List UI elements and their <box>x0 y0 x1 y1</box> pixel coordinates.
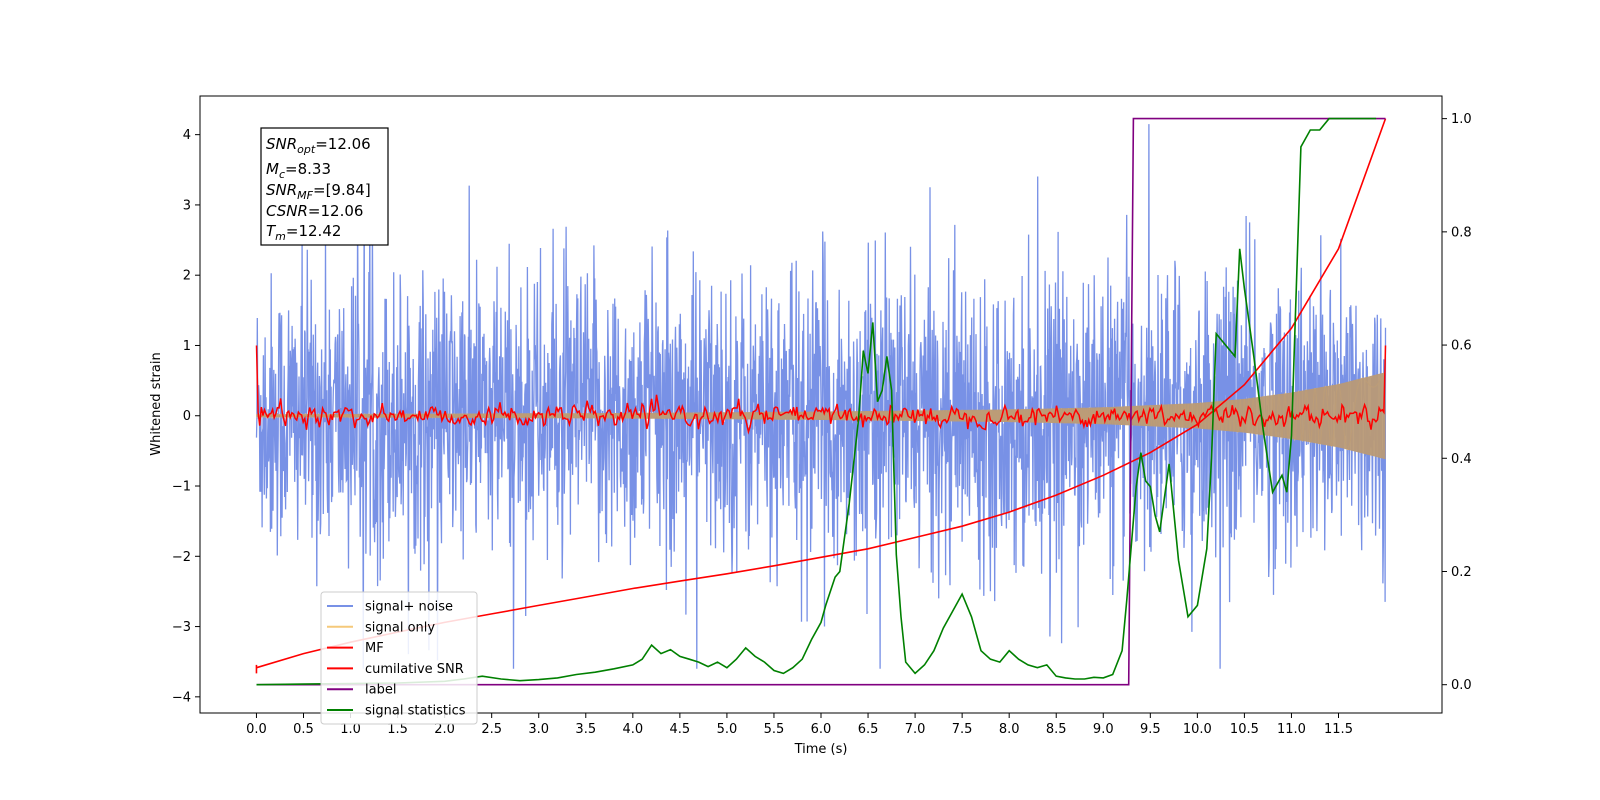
y-tick-label: 4 <box>183 128 191 143</box>
x-tick-label: 10.0 <box>1183 722 1212 737</box>
x-axis-label: Time (s) <box>794 742 848 757</box>
series-signal-noise <box>255 124 1387 669</box>
x-tick-label: 11.5 <box>1324 722 1353 737</box>
y-right-tick-label: 0.0 <box>1451 678 1472 693</box>
x-tick-label: 6.0 <box>811 722 832 737</box>
y-tick-label: 0 <box>183 409 191 424</box>
x-tick-label: 5.5 <box>764 722 785 737</box>
x-tick-label: 7.5 <box>952 722 973 737</box>
x-tick-label: 4.0 <box>622 722 643 737</box>
legend-label: label <box>365 683 396 698</box>
x-tick-label: 7.0 <box>905 722 926 737</box>
y-tick-label: −3 <box>172 620 191 635</box>
legend-label: signal statistics <box>365 704 466 719</box>
legend-frame <box>320 591 478 725</box>
y-right-tick-label: 0.2 <box>1451 565 1472 580</box>
y-right-tick-label: 0.8 <box>1451 225 1472 240</box>
legend: signal+ noise signal only MF cumilative SNR… <box>320 591 478 725</box>
x-tick-label: 9.0 <box>1093 722 1114 737</box>
y-axis-right-ticks: 0.0 0.2 0.4 0.6 0.8 1.0 <box>1442 112 1472 693</box>
x-tick-label: 8.5 <box>1046 722 1067 737</box>
x-tick-label: 0.5 <box>293 722 314 737</box>
x-tick-label: 2.0 <box>434 722 455 737</box>
x-tick-label: 3.5 <box>575 722 596 737</box>
info-tm: Tm=12.42 <box>266 222 341 243</box>
x-tick-label: 2.5 <box>481 722 502 737</box>
y-axis-ticks: −4 −3 −2 −1 0 1 2 3 4 <box>172 128 200 705</box>
y-right-tick-label: 0.4 <box>1451 452 1472 467</box>
x-tick-label: 1.0 <box>340 722 361 737</box>
info-snr-mf: SNRMF=[9.84] <box>266 181 371 202</box>
info-box: SNRopt=12.06 Mc=8.33 SNRMF=[9.84] CSNR=1… <box>260 127 389 246</box>
legend-label: signal+ noise <box>365 600 453 615</box>
x-tick-label: 0.0 <box>246 722 267 737</box>
x-tick-label: 6.5 <box>858 722 879 737</box>
x-tick-label: 1.5 <box>387 722 408 737</box>
legend-label: signal only <box>365 620 435 635</box>
y-right-tick-label: 1.0 <box>1451 112 1472 127</box>
x-tick-label: 10.5 <box>1230 722 1259 737</box>
info-csnr: CSNR=12.06 <box>266 202 363 220</box>
info-box-frame <box>260 127 389 246</box>
info-snr-opt: SNRopt=12.06 <box>266 135 371 156</box>
y-tick-label: 3 <box>183 198 191 213</box>
y-tick-label: −4 <box>172 690 191 705</box>
series-label <box>256 117 1386 686</box>
x-tick-label: 8.0 <box>999 722 1020 737</box>
plot-area <box>255 117 1387 686</box>
legend-label: cumilative SNR <box>365 662 464 677</box>
x-tick-label: 3.0 <box>528 722 549 737</box>
series-signal-statistics <box>256 117 1377 686</box>
y-tick-label: 2 <box>183 269 191 284</box>
x-tick-label: 5.0 <box>717 722 738 737</box>
y-right-tick-label: 0.6 <box>1451 339 1472 354</box>
y-axis-label: Whitened strain <box>149 352 164 455</box>
y-tick-label: −2 <box>172 550 191 565</box>
x-tick-label: 11.0 <box>1277 722 1306 737</box>
series-signal-only-band <box>256 372 1386 460</box>
y-tick-label: 1 <box>183 339 191 354</box>
x-tick-label: 9.5 <box>1140 722 1161 737</box>
info-mc: Mc=8.33 <box>266 160 331 181</box>
x-tick-label: 4.5 <box>670 722 691 737</box>
y-tick-label: −1 <box>172 480 191 495</box>
legend-label: MF <box>365 641 384 656</box>
